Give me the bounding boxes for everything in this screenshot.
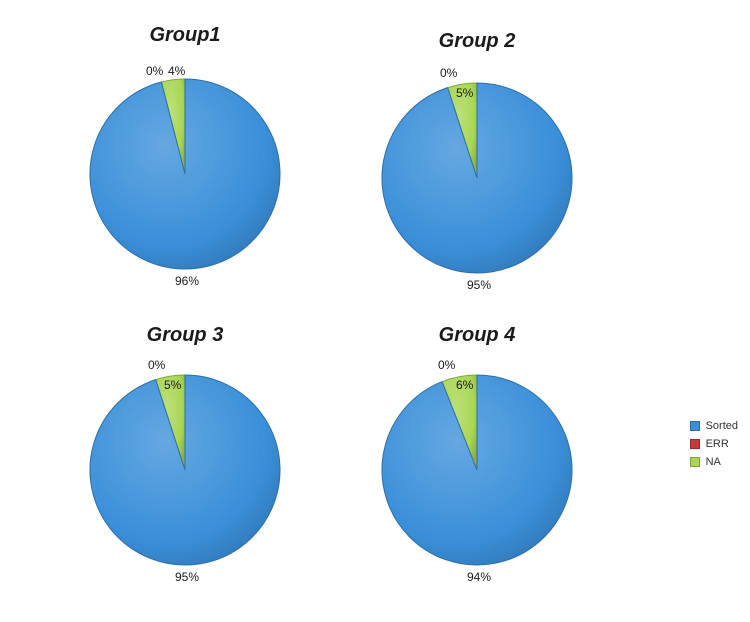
legend-item-sorted: Sorted (690, 420, 738, 432)
pie-slice-sorted (382, 375, 572, 565)
legend-swatch (690, 421, 700, 431)
panel-group4: Group 494%0%6% (322, 310, 632, 621)
panel-group3: Group 395%0%5% (30, 310, 340, 621)
pie-slice-sorted (382, 83, 572, 273)
legend-item-na: NA (690, 456, 738, 468)
chart-grid: Group196%0%4%Group 295%0%5%Group 395%0%5… (0, 0, 620, 622)
pct-label-sorted: 95% (175, 570, 199, 584)
pie-wrap (30, 6, 340, 317)
pie-wrap (322, 6, 632, 317)
pct-label-err: 0% (440, 66, 457, 80)
pct-label-sorted: 96% (175, 274, 199, 288)
legend-label: ERR (706, 438, 729, 450)
pct-label-na: 4% (168, 64, 185, 78)
legend-label: Sorted (706, 420, 738, 432)
legend-label: NA (706, 456, 721, 468)
legend-swatch (690, 439, 700, 449)
pct-label-na: 6% (456, 378, 473, 392)
pct-label-na: 5% (164, 378, 181, 392)
legend: Sorted ERR NA (690, 420, 738, 474)
legend-swatch (690, 457, 700, 467)
pct-label-err: 0% (146, 64, 163, 78)
pie-chart (322, 6, 632, 317)
pie-slice-sorted (90, 79, 280, 269)
pct-label-err: 0% (438, 358, 455, 372)
pct-label-err: 0% (148, 358, 165, 372)
pct-label-na: 5% (456, 86, 473, 100)
pct-label-sorted: 94% (467, 570, 491, 584)
panel-group1: Group196%0%4% (30, 6, 340, 317)
pct-label-sorted: 95% (467, 278, 491, 292)
pie-chart (30, 6, 340, 317)
panel-group2: Group 295%0%5% (322, 6, 632, 317)
legend-item-err: ERR (690, 438, 738, 450)
pie-slice-sorted (90, 375, 280, 565)
